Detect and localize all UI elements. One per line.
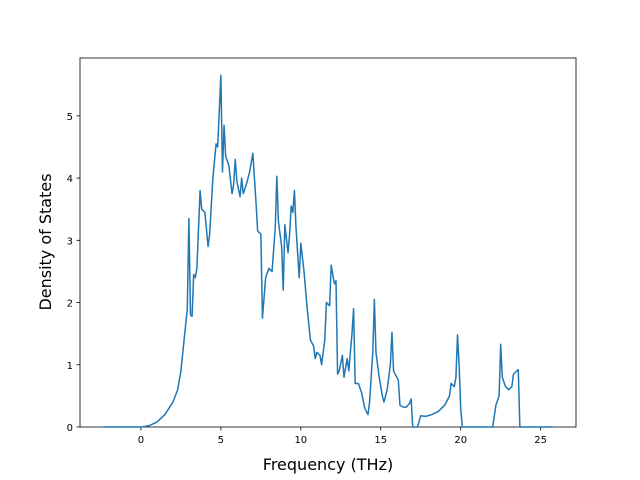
x-tick-label: 0 <box>138 435 144 446</box>
x-tick-label: 25 <box>534 435 547 446</box>
x-tick-label: 10 <box>294 435 307 446</box>
y-tick-label: 0 <box>67 423 73 434</box>
plot-frame <box>79 57 577 428</box>
y-tick-label: 1 <box>67 361 73 372</box>
y-tick-label: 2 <box>67 299 73 310</box>
x-tick-label: 20 <box>454 435 467 446</box>
y-tick-label: 3 <box>67 236 73 247</box>
x-tick-label: 15 <box>374 435 387 446</box>
y-tick-label: 5 <box>67 112 73 123</box>
y-axis-label: Density of States <box>36 173 55 310</box>
y-tick-label: 4 <box>67 174 73 185</box>
x-tick-label: 5 <box>218 435 224 446</box>
data-line <box>102 74 554 428</box>
x-axis-label: Frequency (THz) <box>263 455 393 474</box>
